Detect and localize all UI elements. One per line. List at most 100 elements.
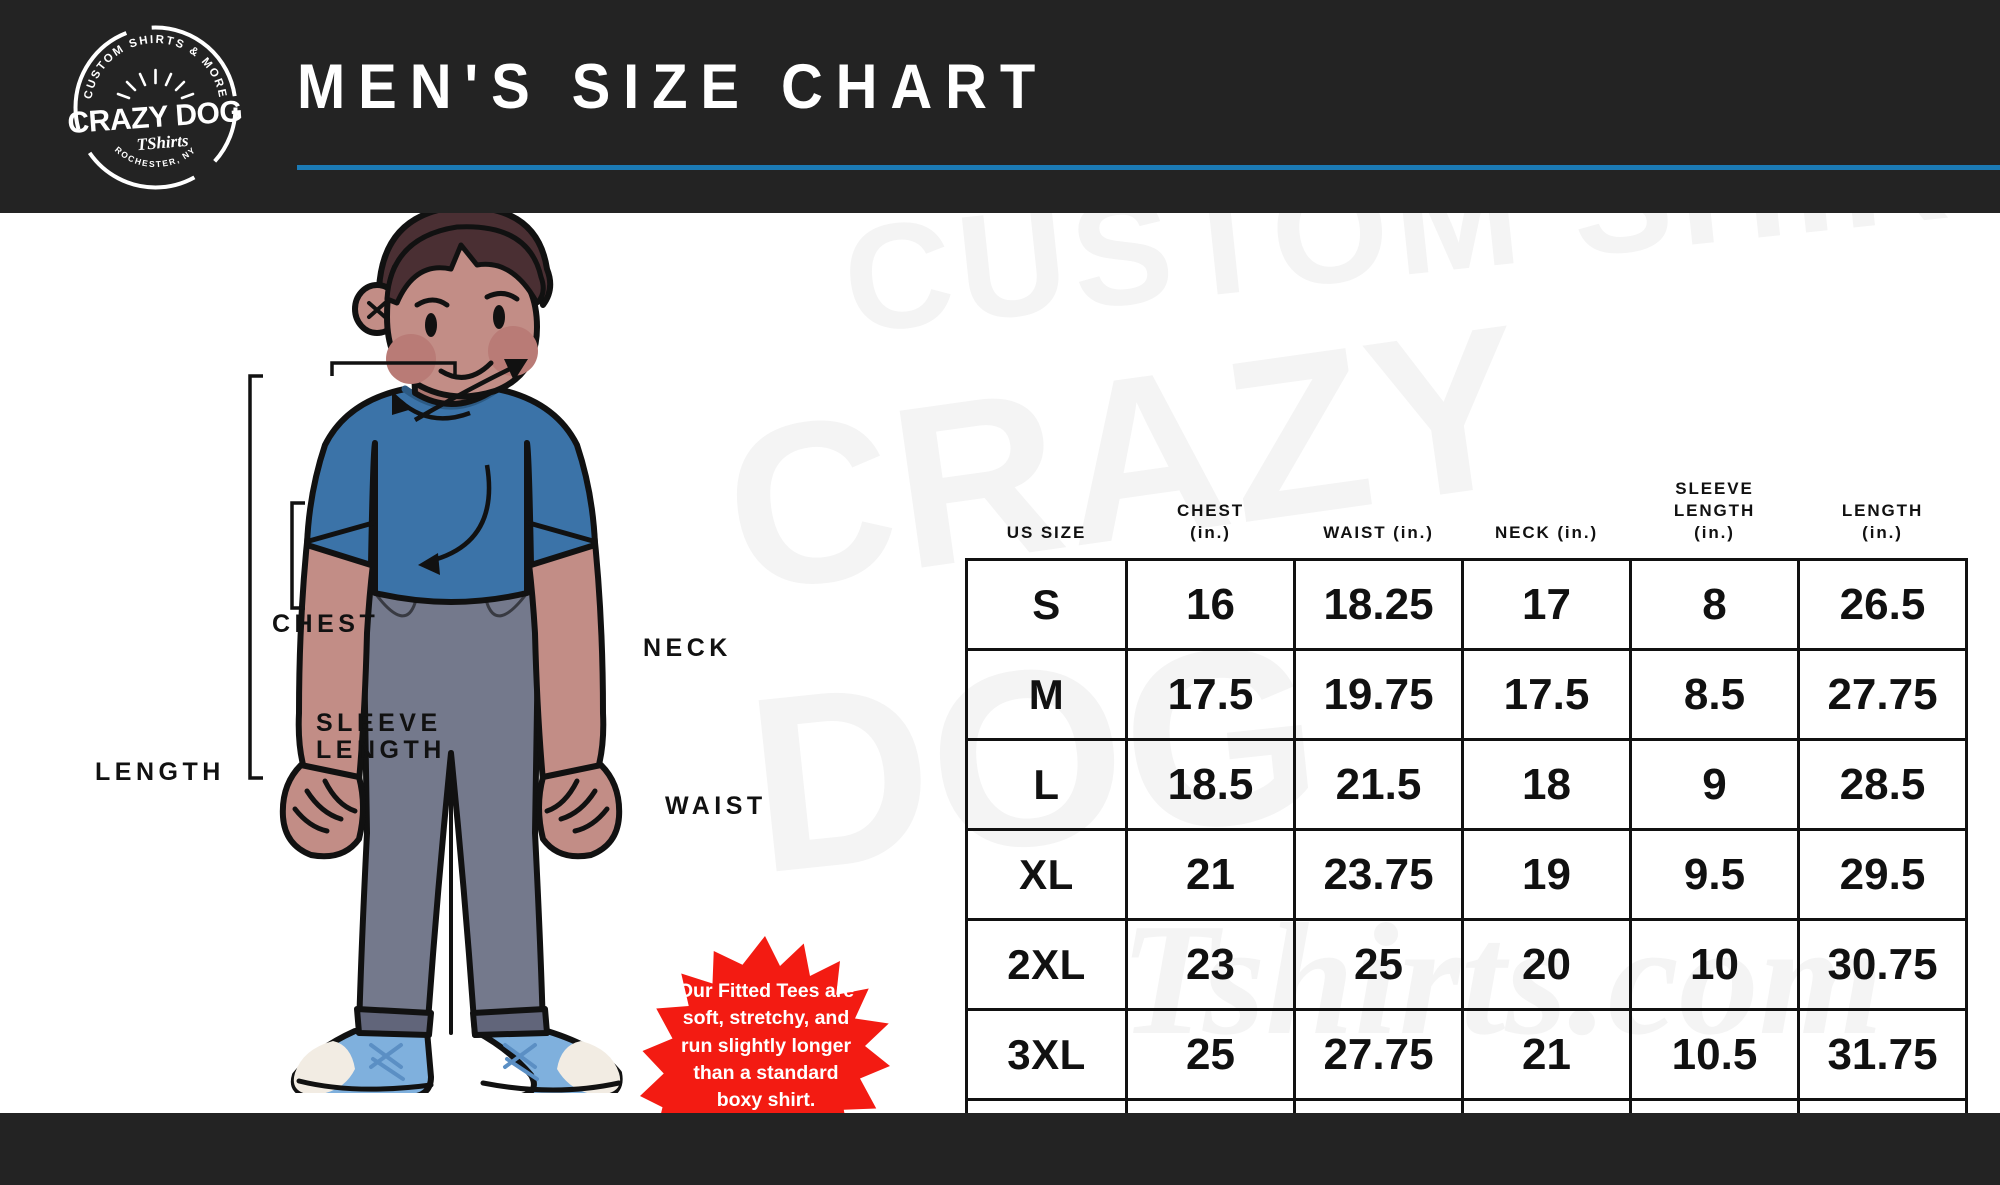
cell-us-size: 4XL [965,1098,1128,1113]
table-row: L 18.5 21.5 18 9 28.5 [965,738,1968,831]
cell-waist: 30.5 [1293,1098,1464,1113]
length-bracket [248,374,263,780]
sunburst-icon [116,68,195,100]
right-eye [493,305,505,329]
cell-us-size: S [965,558,1128,651]
header-line: (in.) [1694,522,1735,542]
size-chart-table: US SIZE CHEST (in.) WAIST (in.) NECK (in… [965,452,1968,1113]
cell-neck: 21 [1461,1008,1632,1101]
callout-line-4: than a standard [693,1061,839,1084]
cell-us-size: L [965,738,1128,831]
starburst-shape [640,936,890,1113]
cell-sleeve-length: 10.5 [1629,1008,1800,1101]
cell-waist: 23.75 [1293,828,1464,921]
cell-neck: 17 [1461,558,1632,651]
cell-length: 30.75 [1797,918,1968,1011]
right-cheek [488,326,538,376]
header-line: CHEST [1176,500,1245,520]
cell-length: 28.5 [1797,738,1968,831]
table-header-row: US SIZE CHEST (in.) WAIST (in.) NECK (in… [967,452,1967,560]
callout-line-1: Our Fitted Tees are [677,980,855,1002]
label-length: LENGTH [95,758,225,786]
label-chest: CHEST [272,610,380,638]
table-row: 4XL 27 30.5 22 11.75 32.75 [965,1098,1968,1113]
callout-line-5: boxy shirt. [716,1089,816,1112]
table-row: M 17.5 19.75 17.5 8.5 27.75 [965,648,1968,741]
left-eye [425,313,437,337]
cell-sleeve-length: 11.75 [1629,1098,1800,1113]
cell-chest: 21 [1125,828,1296,921]
cell-waist: 27.75 [1293,1008,1464,1101]
neck-arrow [413,359,528,422]
cell-sleeve-length: 8.5 [1629,648,1800,741]
measurement-indicators [248,359,528,780]
header-line: (in.) [1190,522,1231,542]
cell-sleeve-length: 10 [1629,918,1800,1011]
cell-sleeve-length: 9 [1629,738,1800,831]
column-header-us-size: US SIZE [967,452,1127,560]
table-row: 3XL 25 27.75 21 10.5 31.75 [965,1008,1968,1101]
header-line: WAIST (in.) [1323,522,1434,542]
column-header-chest: CHEST (in.) [1127,452,1295,560]
cell-neck: 19 [1461,828,1632,921]
tshirt [304,386,598,605]
cell-waist: 18.25 [1293,558,1464,651]
cell-waist: 19.75 [1293,648,1464,741]
column-header-sleeve-length: SLEEVE LENGTH (in.) [1631,452,1799,560]
size-chart-body: S 16 18.25 17 8 26.5 M 17.5 19.75 17.5 8… [965,558,1968,1113]
callout-line-2: soft, stretchy, and [682,1007,850,1030]
header-line: US SIZE [1006,522,1087,542]
label-sleeve-line1: SLEEVE [316,709,442,737]
sleeve-length-bracket [290,501,305,610]
cell-us-size: 2XL [965,918,1128,1011]
chest-bracket [330,361,457,376]
cell-us-size: M [965,648,1128,741]
cell-neck: 17.5 [1461,648,1632,741]
cell-neck: 22 [1461,1098,1632,1113]
table-row: 2XL 23 25 20 10 30.75 [965,918,1968,1011]
header-line: SLEEVE [1675,478,1754,498]
table-row: XL 21 23.75 19 9.5 29.5 [965,828,1968,921]
logo-sub-text: TShirts [136,131,190,154]
cell-length: 31.75 [1797,1008,1968,1101]
table-row: S 16 18.25 17 8 26.5 [965,558,1968,651]
label-neck: NECK [643,634,732,662]
cell-length: 26.5 [1797,558,1968,651]
hair-fringe [384,224,546,306]
cell-chest: 16 [1125,558,1296,651]
callout-text: Our Fitted Tees are soft, stretchy, and … [668,978,864,1113]
cell-chest: 18.5 [1125,738,1296,831]
callout-line-3: run slightly longer [680,1034,852,1057]
cell-neck: 18 [1461,738,1632,831]
left-cheek [386,334,436,384]
cell-chest: 23 [1125,918,1296,1011]
label-waist: WAIST [665,792,767,820]
cell-us-size: 3XL [965,1008,1128,1101]
cell-waist: 25 [1293,918,1464,1011]
column-header-length: LENGTH (in.) [1799,452,1967,560]
cell-neck: 20 [1461,918,1632,1011]
header-line: (in.) [1862,522,1903,542]
column-header-waist: WAIST (in.) [1295,452,1463,560]
size-chart-table-wrap: US SIZE CHEST (in.) WAIST (in.) NECK (in… [965,452,1968,1113]
header-line: NECK (in.) [1494,522,1599,542]
cell-chest: 17.5 [1125,648,1296,741]
cell-length: 27.75 [1797,648,1968,741]
cell-us-size: XL [965,828,1128,921]
chest-arrow [392,391,471,421]
cell-waist: 21.5 [1293,738,1464,831]
page-header: CUSTOM SHIRTS & MORE ROCHESTER, NY CRAZY… [0,0,2000,213]
cell-sleeve-length: 9.5 [1629,828,1800,921]
cell-length: 32.75 [1797,1098,1968,1113]
header-line: LENGTH [1841,500,1924,520]
svg-text:CUSTOM SHIRTS & M: CUSTOM SHIRTS & M [836,213,2000,365]
cell-sleeve-length: 8 [1629,558,1800,651]
waist-arrow [418,464,492,575]
title-underline-rule [297,165,2000,170]
header-line: LENGTH [1673,500,1756,520]
male-model-illustration [279,213,623,1093]
label-sleeve-length: SLEEVE LENGTH [316,710,446,763]
page-title-wrap: MEN'S SIZE CHART [297,56,1947,119]
main-content: CUSTOM SHIRTS & M CRAZY DOG Tshirts.com [0,213,2000,1113]
label-sleeve-line2: LENGTH [316,735,446,764]
